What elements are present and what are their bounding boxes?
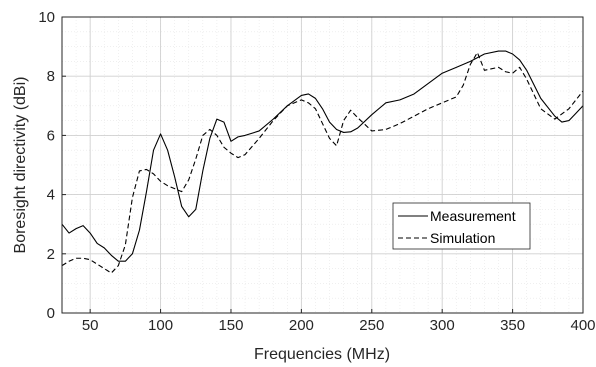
plot-frame <box>61 16 584 314</box>
y-tick-label: 8 <box>47 68 55 85</box>
x-tick-label: 400 <box>570 317 595 334</box>
x-axis-label: Frequencies (MHz) <box>254 346 390 363</box>
y-tick-label: 6 <box>47 127 55 144</box>
legend-measurement-label: Measurement <box>430 208 516 224</box>
x-tick-label: 50 <box>82 317 99 334</box>
x-tick-label: 350 <box>500 317 525 334</box>
y-tick-labels: 0 2 4 6 8 10 <box>38 9 55 322</box>
legend-box <box>392 202 531 250</box>
series-layer <box>61 50 584 274</box>
y-tick-label: 0 <box>47 305 55 322</box>
x-tick-label: 100 <box>148 317 173 334</box>
y-tick-label: 4 <box>47 187 55 204</box>
plot-background <box>62 17 583 313</box>
x-tick-label: 200 <box>289 317 314 334</box>
x-tick-labels: 50 100 150 200 250 300 350 400 <box>82 317 596 334</box>
y-tick-label: 2 <box>47 246 55 263</box>
axis-ticks <box>62 16 584 314</box>
y-tick-label: 10 <box>38 9 55 26</box>
legend-simulation-label: Simulation <box>430 230 495 246</box>
x-tick-label: 150 <box>218 317 243 334</box>
x-tick-label: 250 <box>359 317 384 334</box>
x-tick-label: 300 <box>430 317 455 334</box>
y-axis-label: Boresight directivity (dBi) <box>12 77 29 254</box>
series-line-simulation <box>61 51 584 274</box>
legend: Measurement Simulation <box>392 202 531 250</box>
